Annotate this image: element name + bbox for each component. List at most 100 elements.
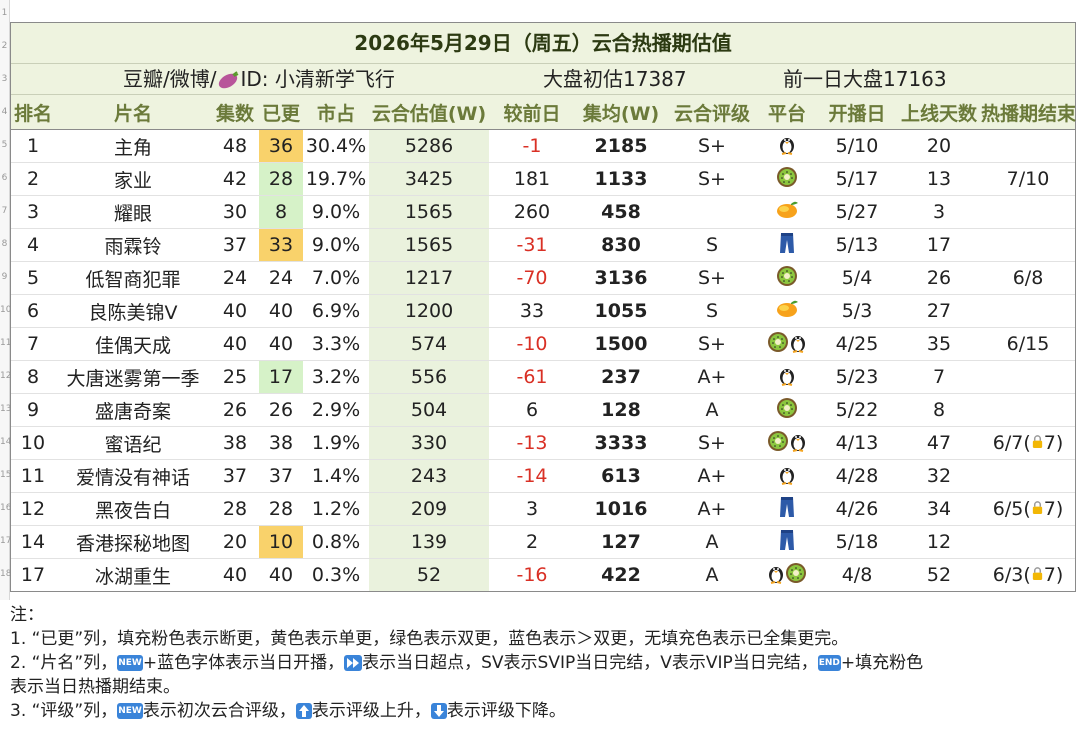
updated-cell: 37 [259,459,303,493]
start-date-cell: 5/27 [817,195,897,229]
row-number: 15 [0,470,12,480]
average-cell: 422 [575,558,667,591]
change-cell: 181 [489,162,575,196]
start-date-cell: 4/8 [817,558,897,591]
end-date-cell: 6/3(7) [981,558,1075,591]
end-date-cell [981,525,1075,559]
episodes-cell: 37 [211,228,259,262]
change-cell: -1 [489,129,575,163]
kiwi-icon [776,166,798,193]
days-online-cell: 34 [897,492,981,526]
rank-cell: 8 [11,360,55,394]
valuation-cell: 1565 [369,195,489,229]
title-cell: 盛唐奇案 [55,393,211,427]
end-date-cell: 6/7(7) [981,426,1075,460]
platform-cell [757,459,817,493]
title-cell: 家业 [55,162,211,196]
market-share-cell: 9.0% [303,228,369,262]
spreadsheet: 2026年5月29日（周五）云合热播期估值 豆瓣/微博/ID: 小清新学飞行 大… [10,22,1076,592]
days-online-cell: 35 [897,327,981,361]
grade-cell: A+ [667,360,757,394]
table-row: 5 低智商犯罪 24 24 7.0% 1217 -70 3136 S+ 5/4 26 6/8 [11,261,1075,295]
average-cell: 1500 [575,327,667,361]
table-row: 1 主角 48 36 30.4% 5286 -1 2185 S+ 5/10 20 [11,129,1075,163]
start-date-cell: 5/18 [817,525,897,559]
updated-cell: 8 [259,195,303,229]
valuation-cell: 1565 [369,228,489,262]
row-number: 2 [1,41,8,51]
fast-forward-icon [344,655,363,671]
table-row: 4 雨霖铃 37 33 9.0% 1565 -31 830 S 5/13 17 [11,228,1075,262]
lock-icon [1032,501,1042,514]
mango-icon [775,200,799,225]
market-share-cell: 0.8% [303,525,369,559]
days-online-cell: 26 [897,261,981,295]
platform-cell [757,558,817,591]
updated-cell: 28 [259,492,303,526]
start-date-cell: 5/22 [817,393,897,427]
start-date-cell: 4/13 [817,426,897,460]
row-number: 16 [0,503,12,513]
change-cell: -14 [489,459,575,493]
grade-cell: S [667,294,757,328]
market-share-cell: 6.9% [303,294,369,328]
platform-cell [757,261,817,295]
valuation-cell: 556 [369,360,489,394]
rank-cell: 14 [11,525,55,559]
end-date-cell [981,459,1075,493]
days-online-cell: 20 [897,129,981,163]
change-cell: -61 [489,360,575,394]
table-row: 6 良陈美锦V 40 40 6.9% 1200 33 1055 S 5/3 27 [11,294,1075,328]
column-header: 上线天数 [897,95,981,130]
column-header: 市占 [303,95,369,130]
rank-cell: 12 [11,492,55,526]
platform-cell [757,525,817,559]
note-2-part-b: +蓝色字体表示当日开播， [142,653,345,673]
average-cell: 3333 [575,426,667,460]
rank-cell: 3 [11,195,55,229]
penguin-icon [789,331,807,358]
days-online-cell: 8 [897,393,981,427]
note-2: 2. “片名”列，NEW+蓝色字体表示当日开播， 表示当日超点，SV表示SVIP当… [10,651,1076,675]
column-header: 已更 [259,95,303,130]
market-share-cell: 30.4% [303,129,369,163]
valuation-cell: 139 [369,525,489,559]
grade-cell: A+ [667,459,757,493]
sweet-potato-icon [219,70,239,88]
episodes-cell: 25 [211,360,259,394]
valuation-cell: 3425 [369,162,489,196]
source-label: 豆瓣/微博/ID: 小清新学飞行 [123,64,395,94]
row-number: 4 [1,107,8,117]
end-date-suffix: 7) [1043,498,1064,520]
row-number: 18 [0,569,12,579]
updated-cell: 26 [259,393,303,427]
grade-cell: S+ [667,261,757,295]
valuation-cell: 574 [369,327,489,361]
note-2-part-d: +填充粉色 [840,653,924,673]
valuation-cell: 243 [369,459,489,493]
sheet-title: 2026年5月29日（周五）云合热播期估值 [11,23,1075,64]
days-online-cell: 52 [897,558,981,591]
valuation-cell: 5286 [369,129,489,163]
average-cell: 2185 [575,129,667,163]
average-cell: 458 [575,195,667,229]
episodes-cell: 40 [211,558,259,591]
end-date-cell: 7/10 [981,162,1075,196]
row-number: 11 [0,338,12,348]
end-date-cell [981,360,1075,394]
days-online-cell: 12 [897,525,981,559]
rank-cell: 7 [11,327,55,361]
end-date-suffix: 7) [1043,564,1064,586]
grade-cell: A [667,393,757,427]
title-cell: 良陈美锦V [55,294,211,328]
note-2-part-c: 表示当日超点，SV表示SVIP当日完结，V表示VIP当日完结， [362,653,818,673]
table-row: 17 冰湖重生 40 40 0.3% 52 -16 422 A 4/8 52 6/3(7) [11,558,1075,591]
penguin-icon [767,562,785,589]
table-row: 8 大唐迷雾第一季 25 17 3.2% 556 -61 237 A+ 5/23 7 [11,360,1075,394]
valuation-cell: 52 [369,558,489,591]
end-badge-icon: END [817,655,841,671]
days-online-cell: 27 [897,294,981,328]
episodes-cell: 40 [211,294,259,328]
down-arrow-icon [430,703,447,719]
mango-icon [775,299,799,324]
